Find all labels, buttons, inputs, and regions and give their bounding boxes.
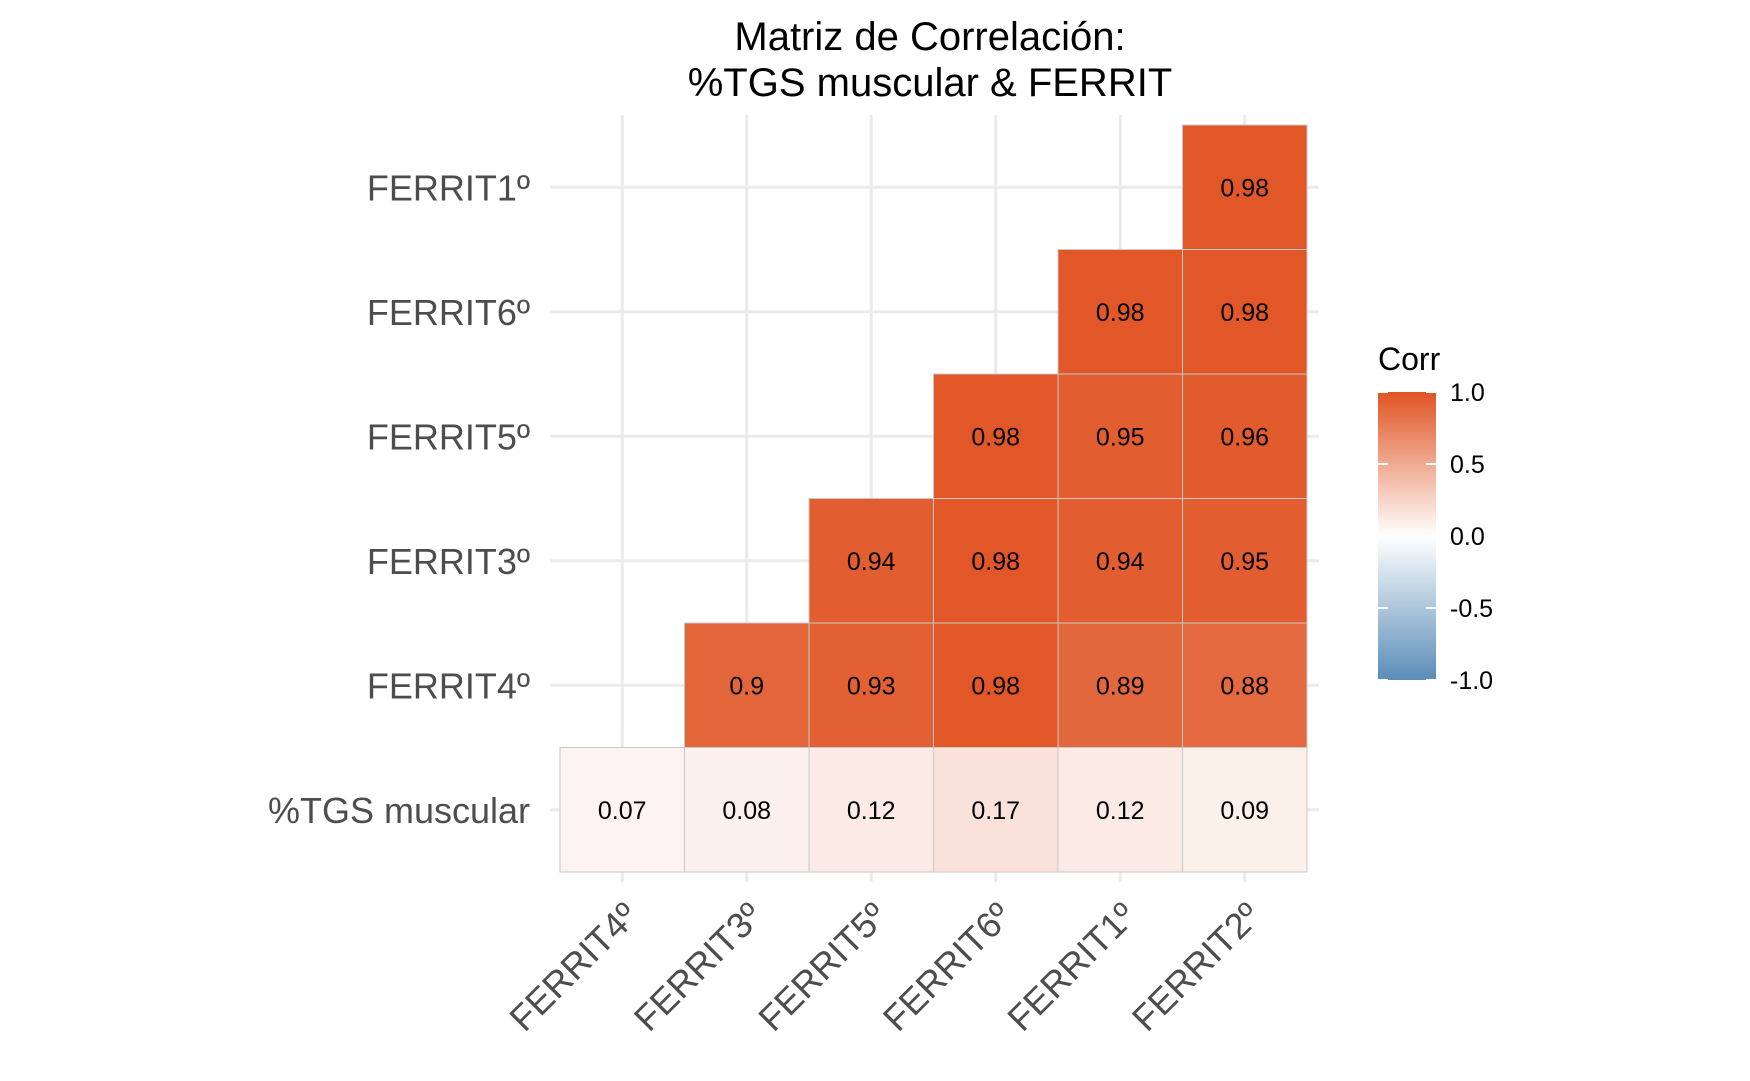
heatmap-cell <box>808 498 934 624</box>
cell-value-label: 0.98 <box>971 548 1020 576</box>
y-axis-tick-label: FERRIT3º <box>367 541 530 582</box>
cell-value-label: 0.07 <box>598 797 647 825</box>
cell-value-label: 0.09 <box>1220 797 1269 825</box>
cell-value-label: 0.98 <box>971 423 1020 451</box>
legend-title: Corr <box>1378 341 1441 377</box>
x-axis-tick-label: FERRIT3º <box>626 894 770 1038</box>
cell-value-label: 0.95 <box>1096 423 1145 451</box>
cell-value-label: 0.88 <box>1220 672 1269 700</box>
cell-value-label: 0.98 <box>971 672 1020 700</box>
legend-tick-label: 0.0 <box>1450 523 1485 551</box>
heatmap-cell <box>808 622 934 748</box>
x-axis-tick-label: FERRIT5º <box>750 894 894 1038</box>
legend-tick-label: -1.0 <box>1450 667 1493 695</box>
heatmap-cell <box>1182 622 1308 748</box>
heatmap-cell <box>1057 249 1183 375</box>
heatmap-cell <box>1182 249 1308 375</box>
cell-value-label: 0.12 <box>847 797 896 825</box>
y-axis-tick-label: FERRIT6º <box>367 292 530 333</box>
legend-tick-label: 0.5 <box>1450 451 1485 479</box>
cell-value-label: 0.95 <box>1220 548 1269 576</box>
heatmap-cell <box>1057 498 1183 624</box>
cell-value-label: 0.98 <box>1220 174 1269 202</box>
cell-value-label: 0.9 <box>729 672 764 700</box>
y-axis-tick-labels: %TGS muscular FERRIT4º FERRIT3º FERRIT5º FER… <box>268 167 530 831</box>
cell-value-label: 0.94 <box>1096 548 1145 576</box>
cell-value-label: 0.94 <box>847 548 896 576</box>
cell-value-label: 0.93 <box>847 672 896 700</box>
y-axis-tick-label: FERRIT4º <box>367 665 530 706</box>
cell-value-label: 0.89 <box>1096 672 1145 700</box>
heatmap-cell-labels: 0.07 0.08 0.12 0.17 0.12 0.09 0.9 0.93 0.98 0.89 0… <box>598 174 1269 825</box>
heatmap-cell <box>1182 747 1308 873</box>
chart-title-line-1: Matriz de Correlación: <box>734 15 1125 59</box>
cell-value-label: 0.17 <box>971 797 1020 825</box>
chart-title-line-2: %TGS muscular & FERRIT <box>688 61 1173 105</box>
heatmap-cell <box>1057 622 1183 748</box>
x-axis-tick-label: FERRIT2º <box>1124 894 1268 1038</box>
heatmap-cell <box>933 498 1059 624</box>
heatmap-cell <box>1182 124 1308 250</box>
heatmap-cells <box>559 124 1308 873</box>
legend-tick-label: 1.0 <box>1450 379 1485 407</box>
legend-tick-label: -0.5 <box>1450 595 1493 623</box>
cell-value-label: 0.96 <box>1220 423 1269 451</box>
chart-title: Matriz de Correlación: %TGS muscular & F… <box>688 15 1173 105</box>
heatmap-cell <box>559 747 685 873</box>
x-axis-tick-labels: FERRIT4ºFERRIT3ºFERRIT5ºFERRIT6ºFERRIT1º… <box>501 894 1268 1038</box>
cell-value-label: 0.08 <box>722 797 771 825</box>
cell-value-label: 0.98 <box>1220 299 1269 327</box>
heatmap-cell <box>1057 373 1183 499</box>
heatmap-cell <box>684 622 810 748</box>
heatmap-cell <box>1182 373 1308 499</box>
x-axis-tick-label: FERRIT1º <box>999 894 1143 1038</box>
y-axis-tick-label: %TGS muscular <box>268 790 530 831</box>
cell-value-label: 0.12 <box>1096 797 1145 825</box>
heatmap-cell <box>1057 747 1183 873</box>
y-axis-tick-label: FERRIT5º <box>367 416 530 457</box>
x-axis-tick-label: FERRIT4º <box>501 894 645 1038</box>
heatmap-cell <box>933 373 1059 499</box>
heatmap-cell <box>1182 498 1308 624</box>
cell-value-label: 0.98 <box>1096 299 1145 327</box>
x-axis-tick-label: FERRIT6º <box>875 894 1019 1038</box>
color-legend: Corr 1.0 0.5 0.0 -0.5 -1.0 <box>1378 341 1493 695</box>
heatmap-cell <box>684 747 810 873</box>
y-axis-tick-label: FERRIT1º <box>367 167 530 208</box>
